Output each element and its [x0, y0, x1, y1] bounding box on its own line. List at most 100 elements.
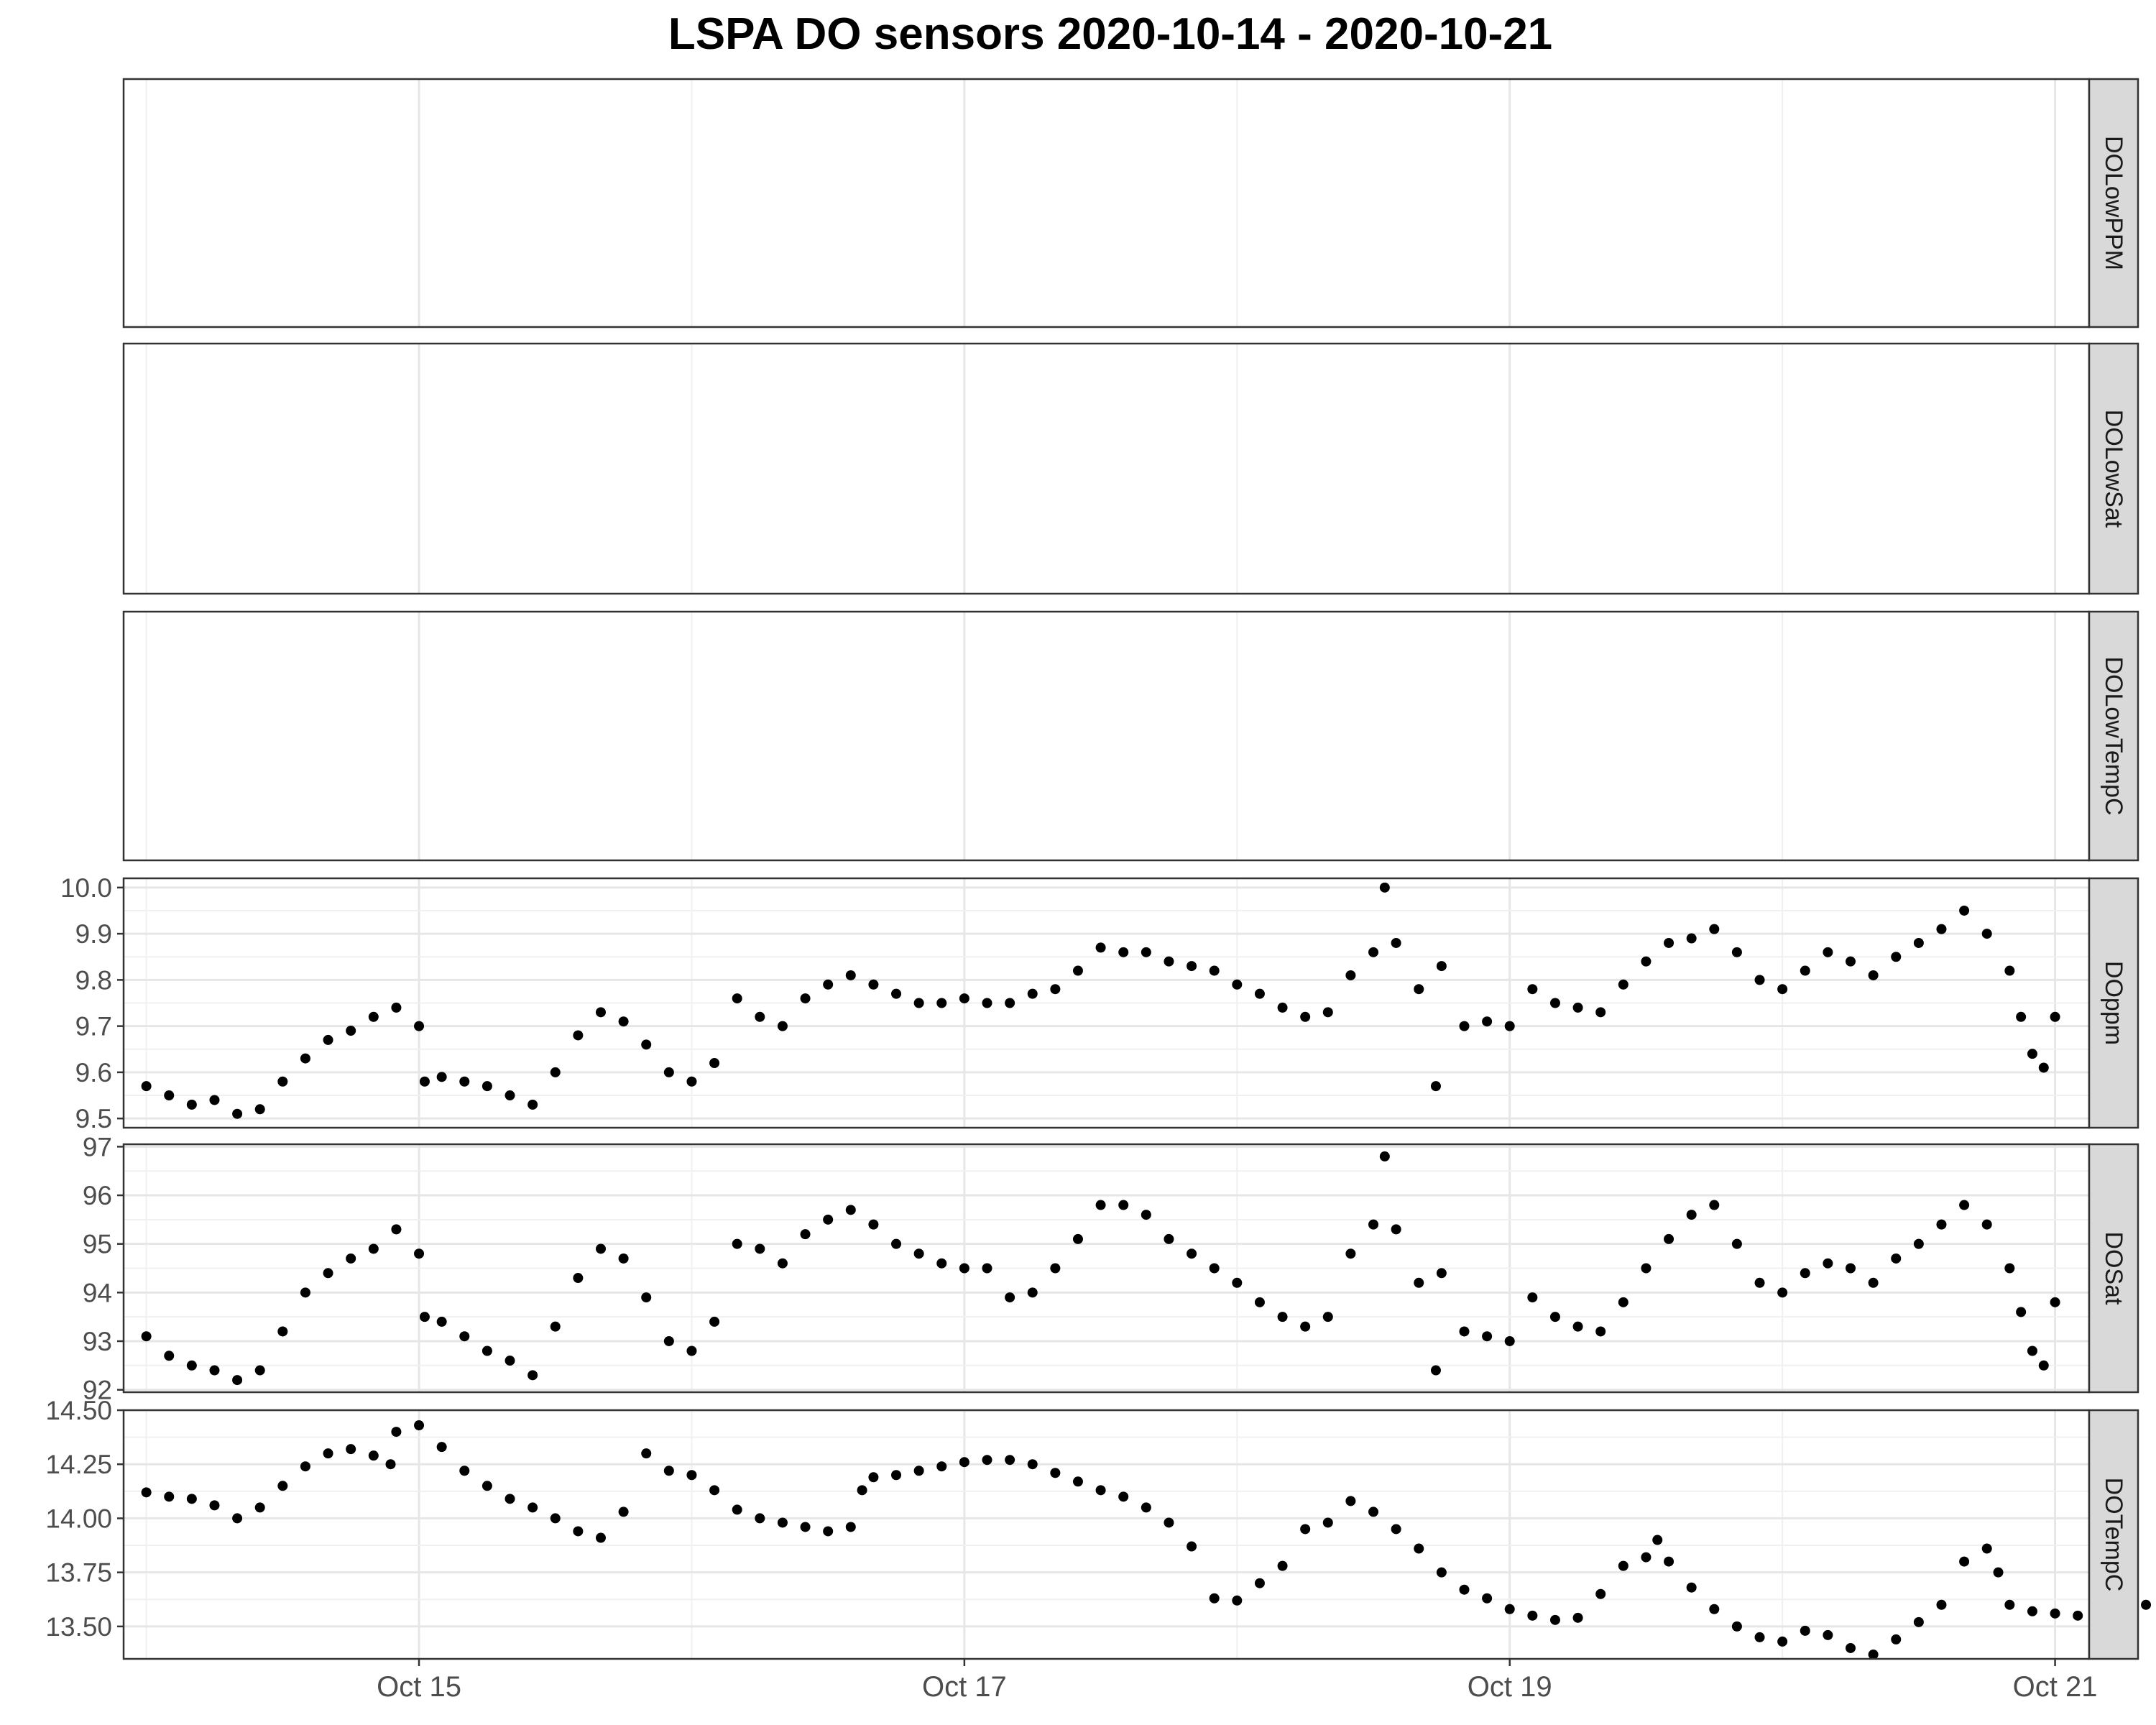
data-point [1300, 1524, 1311, 1535]
data-point [1072, 1476, 1083, 1487]
data-point [1482, 1331, 1493, 1342]
data-point [1664, 1233, 1674, 1244]
data-point [982, 998, 992, 1008]
data-point [1868, 1649, 1879, 1660]
data-point [1254, 988, 1265, 999]
data-point [1345, 1248, 1356, 1259]
data-point [1527, 1610, 1538, 1621]
data-point [709, 1058, 720, 1069]
data-point [1254, 1578, 1265, 1588]
data-point [1118, 1491, 1129, 1502]
data-point [959, 1457, 969, 1468]
data-point [1141, 1502, 1151, 1513]
data-point [823, 979, 834, 990]
data-point [1277, 1312, 1288, 1322]
data-point [1005, 998, 1015, 1008]
data-point [868, 1219, 879, 1230]
data-point [845, 1522, 856, 1532]
data-point [1686, 1582, 1697, 1593]
data-point [2050, 1011, 2060, 1022]
data-point [528, 1099, 538, 1110]
data-point [459, 1466, 470, 1476]
data-point [732, 993, 742, 1004]
data-point [1095, 1200, 1106, 1210]
panel-background [124, 344, 2089, 594]
facet-panel-DOTempC: 13.50 13.75 14.00 14.25 14.50 DOTempC [45, 1396, 2152, 1660]
data-point [1981, 1219, 1992, 1230]
data-point [164, 1351, 175, 1361]
facet-panel-DOLowPPM: DOLowPPM [122, 78, 2139, 328]
data-point [1686, 933, 1697, 944]
data-point [436, 1316, 447, 1327]
data-point [868, 979, 879, 990]
data-point [1846, 956, 1856, 967]
data-point [982, 1263, 992, 1274]
data-point [641, 1292, 652, 1303]
data-point [277, 1481, 288, 1491]
data-point [595, 1243, 606, 1254]
data-point [1868, 970, 1879, 980]
data-point [323, 1268, 333, 1279]
data-point [1095, 942, 1106, 953]
data-point [1846, 1263, 1856, 1274]
data-point [1414, 984, 1424, 995]
data-point [1913, 1238, 1924, 1249]
facet-strip [2088, 1143, 2139, 1394]
data-point [1891, 952, 1902, 962]
data-point [1868, 1277, 1879, 1288]
data-point [1027, 988, 1038, 999]
data-point [1368, 1506, 1379, 1517]
data-point [800, 993, 811, 1004]
data-point [777, 1021, 788, 1031]
data-point [164, 1491, 175, 1502]
data-point [1891, 1634, 1902, 1644]
data-point [505, 1090, 515, 1101]
data-point [641, 1039, 652, 1050]
data-point [663, 1067, 674, 1077]
data-point [1936, 1599, 1947, 1610]
data-point [1652, 1535, 1663, 1545]
data-point [959, 1263, 969, 1274]
data-point [2073, 1610, 2083, 1621]
facet-panels: DOLowPPMDOLowSatDOLowTempC9.59.69.79.89.… [45, 78, 2152, 1660]
facet-panel-DOLowTempC: DOLowTempC [122, 610, 2139, 862]
data-point [2038, 1360, 2049, 1371]
data-point [1187, 961, 1197, 972]
facet-strip [2088, 877, 2139, 1129]
data-point [1595, 1007, 1606, 1018]
data-point [1754, 1277, 1765, 1288]
facet-strip-label: DOSat [2100, 1231, 2127, 1305]
data-point [891, 988, 902, 999]
data-point [1436, 1567, 1447, 1578]
data-point [1572, 1002, 1583, 1013]
data-point [419, 1076, 430, 1087]
facet-strip [2088, 342, 2139, 595]
data-point [528, 1502, 538, 1513]
data-point [1641, 1552, 1651, 1563]
data-point [232, 1108, 243, 1119]
data-point [1072, 1233, 1083, 1244]
data-point [550, 1321, 561, 1332]
data-point [1050, 1468, 1061, 1478]
data-point [732, 1238, 742, 1249]
data-point [1322, 1007, 1333, 1018]
data-point [1322, 1517, 1333, 1528]
data-point [1527, 1292, 1538, 1303]
data-point [1641, 1263, 1651, 1274]
data-point [1391, 1224, 1401, 1235]
data-point [1232, 1595, 1243, 1606]
data-point [550, 1067, 561, 1077]
data-point [414, 1420, 425, 1431]
data-point [1959, 905, 1970, 916]
data-point [391, 1224, 402, 1235]
data-point [141, 1487, 152, 1498]
data-point [1187, 1248, 1197, 1259]
data-point [1709, 924, 1720, 934]
data-point [1345, 970, 1356, 980]
data-point [277, 1076, 288, 1087]
data-point [663, 1335, 674, 1346]
data-point [346, 1026, 356, 1036]
facet-strip [2088, 610, 2139, 862]
data-point [209, 1365, 220, 1376]
data-point [1731, 947, 1742, 957]
